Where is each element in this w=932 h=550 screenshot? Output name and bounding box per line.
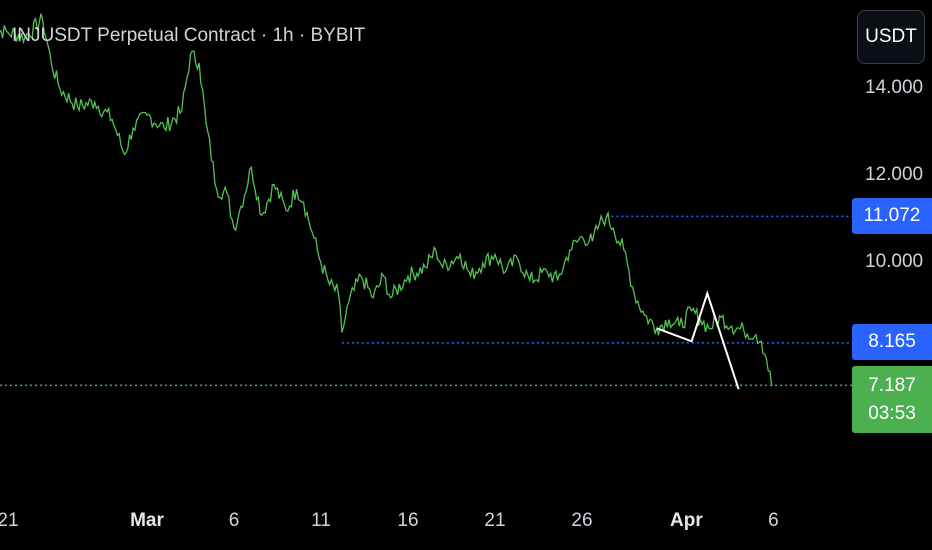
time-axis-tick-label: Apr — [670, 510, 703, 531]
price-axis-tick-label: 10.000 — [865, 251, 924, 272]
time-axis-tick-label: 6 — [768, 510, 779, 531]
time-axis-tick-label: 16 — [397, 510, 419, 531]
last-price-value: 7.187 — [868, 374, 916, 396]
price-axis-tick-label: 14.000 — [865, 77, 924, 98]
time-axis-tick-label: 21 — [0, 510, 19, 531]
time-axis-tick-label: 21 — [484, 510, 506, 531]
last-price-tag: 7.187 03:53 — [852, 366, 932, 433]
support-price-tag: 8.165 — [852, 324, 932, 360]
resistance-price-tag: 11.072 — [852, 198, 932, 234]
time-axis-tick-label: 6 — [228, 510, 240, 531]
projection-drawing[interactable] — [656, 290, 740, 390]
time-axis-tick-label: 11 — [311, 510, 331, 531]
price-series — [0, 13, 773, 386]
price-levels — [0, 215, 852, 387]
price-line — [0, 13, 773, 386]
chart-title: INJUSDT Perpetual Contract · 1h · BYBIT — [12, 25, 366, 46]
bar-countdown: 03:53 — [868, 402, 916, 424]
drawing-annotations[interactable] — [656, 290, 740, 390]
price-axis-tick-label: 12.000 — [865, 164, 924, 185]
time-axis-tick-label: 26 — [571, 510, 593, 531]
currency-button[interactable]: USDT — [857, 10, 925, 64]
time-axis-tick-label: Mar — [130, 510, 164, 531]
